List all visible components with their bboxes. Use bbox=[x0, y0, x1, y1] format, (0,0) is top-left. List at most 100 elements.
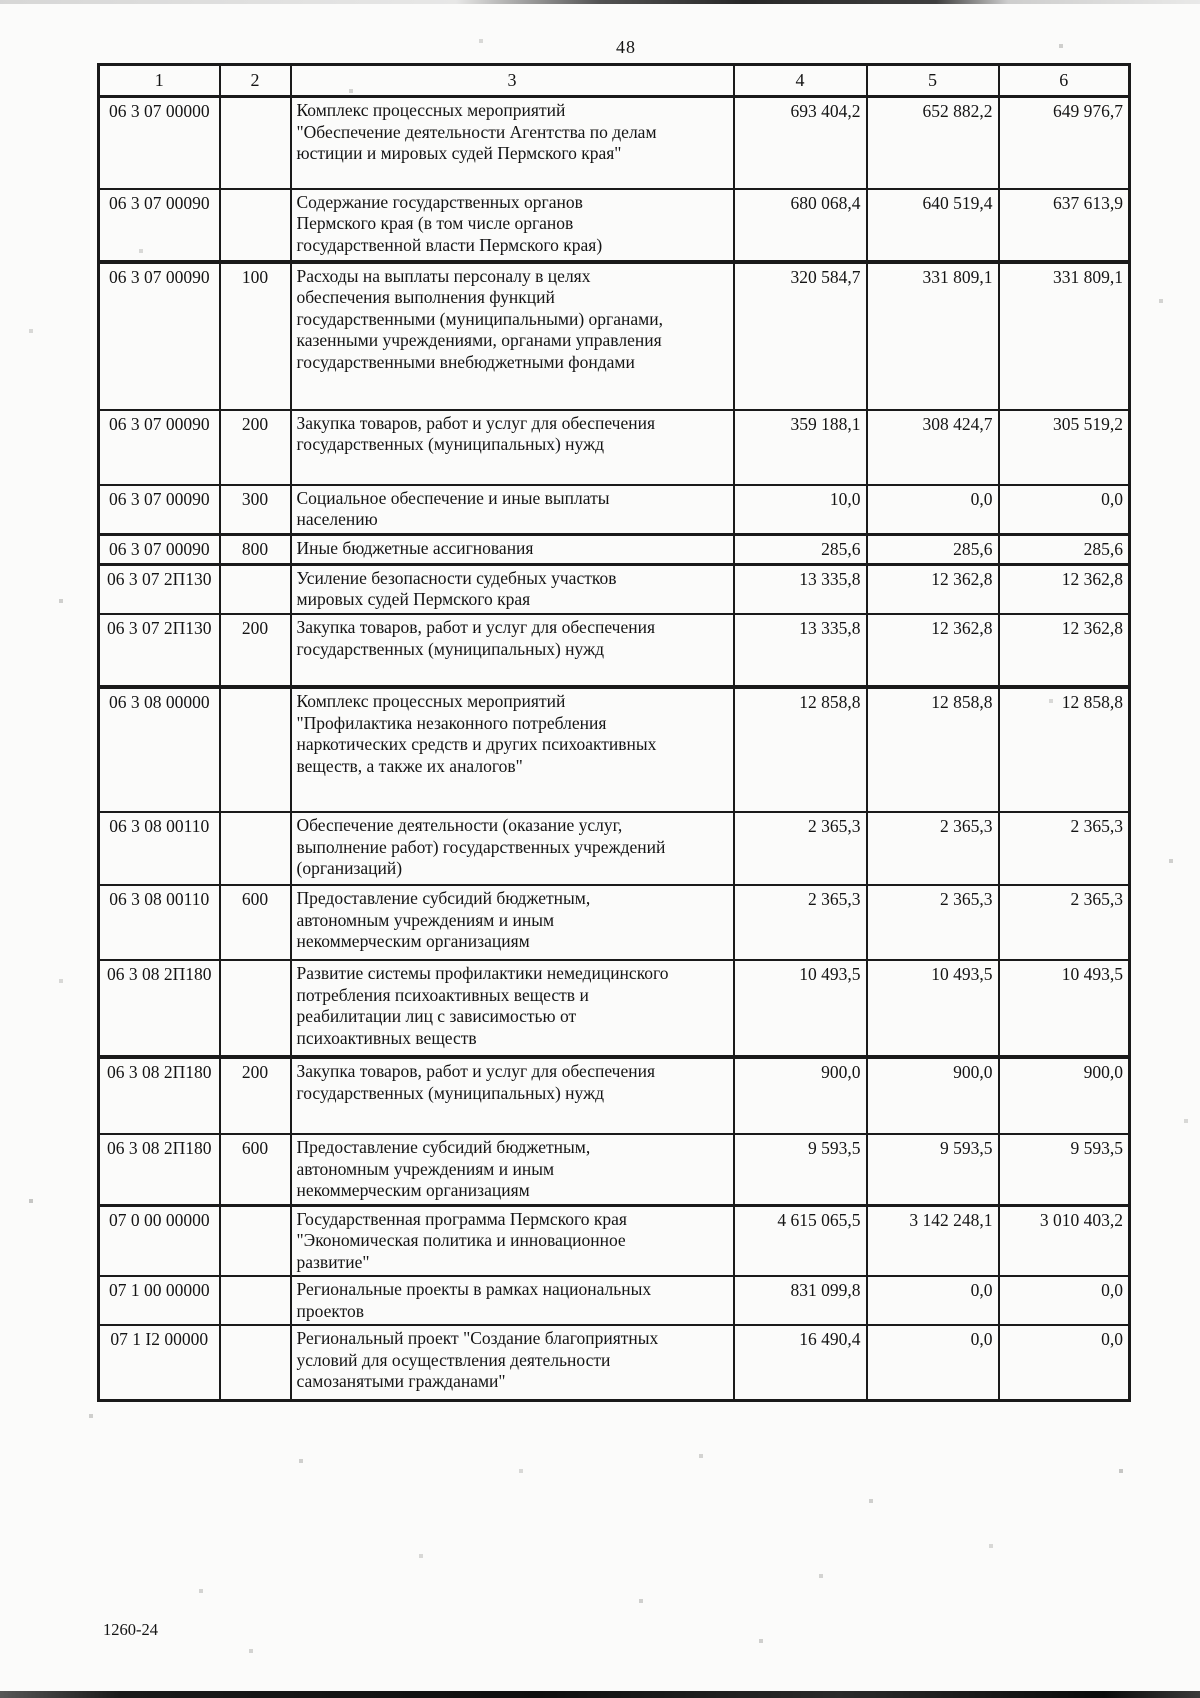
table-row: 06 3 08 00110 Обеспечение деятельности (о… bbox=[97, 811, 1131, 886]
code-cell: 06 3 08 00110 bbox=[97, 884, 221, 961]
group-cell: 300 bbox=[218, 483, 292, 536]
name-cell: Усиление безопасности судебных участков … bbox=[289, 562, 735, 615]
amount-cell-6: 12 362,8 bbox=[997, 562, 1131, 615]
group-cell bbox=[218, 562, 292, 615]
column-number-header: 5 bbox=[865, 63, 1000, 98]
amount-cell-5: 12 858,8 bbox=[865, 685, 1000, 813]
amount-cell-4: 16 490,4 bbox=[732, 1324, 868, 1401]
table-row: 06 3 07 2П130 Усиление безопасности судеб… bbox=[97, 562, 1131, 615]
table-row: 06 3 07 00090 300 Социальное обеспечение и… bbox=[97, 483, 1131, 536]
amount-cell-6: 285,6 bbox=[997, 533, 1131, 565]
table-row: 07 1 00 00000 Региональные проекты в рамк… bbox=[97, 1275, 1131, 1326]
amount-cell-5: 331 809,1 bbox=[865, 259, 1000, 411]
group-cell: 800 bbox=[218, 533, 292, 565]
table-row: 06 3 07 00090 800 Иные бюджетные ассигнова… bbox=[97, 533, 1131, 565]
amount-cell-5: 12 362,8 bbox=[865, 613, 1000, 688]
column-number-header: 4 bbox=[732, 63, 868, 98]
name-cell: Развитие системы профилактики немедицинс… bbox=[289, 959, 735, 1058]
amount-cell-5: 9 593,5 bbox=[865, 1133, 1000, 1206]
group-cell: 100 bbox=[218, 259, 292, 411]
amount-cell-4: 359 188,1 bbox=[732, 408, 868, 486]
group-cell bbox=[218, 685, 292, 813]
name-cell: Закупка товаров, работ и услуг для обесп… bbox=[289, 613, 735, 688]
column-number-header: 2 bbox=[218, 63, 292, 98]
amount-cell-4: 4 615 065,5 bbox=[732, 1203, 868, 1277]
amount-cell-4: 13 335,8 bbox=[732, 613, 868, 688]
code-cell: 07 1 00 00000 bbox=[97, 1275, 221, 1326]
table-row: 06 3 08 00110 600 Предоставление субсидий … bbox=[97, 884, 1131, 961]
code-cell: 07 1 I2 00000 bbox=[97, 1324, 221, 1401]
name-cell: Социальное обеспечение и иные выплаты на… bbox=[289, 483, 735, 536]
table-row: 06 3 07 00000 Комплекс процессных меропри… bbox=[97, 95, 1131, 190]
name-cell: Закупка товаров, работ и услуг для обесп… bbox=[289, 1055, 735, 1135]
code-cell: 06 3 07 00000 bbox=[97, 95, 221, 190]
code-cell: 06 3 07 00090 bbox=[97, 187, 221, 263]
code-cell: 06 3 07 2П130 bbox=[97, 562, 221, 615]
amount-cell-6: 12 362,8 bbox=[997, 613, 1131, 688]
column-number-header: 1 bbox=[97, 63, 221, 98]
amount-cell-5: 3 142 248,1 bbox=[865, 1203, 1000, 1277]
group-cell bbox=[218, 811, 292, 886]
amount-cell-4: 900,0 bbox=[732, 1055, 868, 1135]
table-row: 06 3 07 00090 100 Расходы на выплаты персо… bbox=[97, 259, 1131, 411]
code-cell: 06 3 08 00000 bbox=[97, 685, 221, 813]
amount-cell-6: 12 858,8 bbox=[997, 685, 1131, 813]
name-cell: Региональный проект "Создание благоприят… bbox=[289, 1324, 735, 1401]
name-cell: Комплекс процессных мероприятий "Профила… bbox=[289, 685, 735, 813]
amount-cell-6: 0,0 bbox=[997, 483, 1131, 536]
doc-code: 1260-24 bbox=[103, 1620, 158, 1639]
code-cell: 06 3 07 00090 bbox=[97, 408, 221, 486]
group-cell: 200 bbox=[218, 613, 292, 688]
group-cell bbox=[218, 187, 292, 263]
code-cell: 06 3 07 00090 bbox=[97, 259, 221, 411]
amount-cell-5: 308 424,7 bbox=[865, 408, 1000, 486]
code-cell: 06 3 08 2П180 bbox=[97, 1055, 221, 1135]
amount-cell-6: 2 365,3 bbox=[997, 811, 1131, 886]
group-cell: 600 bbox=[218, 884, 292, 961]
amount-cell-4: 693 404,2 bbox=[732, 95, 868, 190]
amount-cell-5: 640 519,4 bbox=[865, 187, 1000, 263]
amount-cell-4: 320 584,7 bbox=[732, 259, 868, 411]
amount-cell-6: 0,0 bbox=[997, 1275, 1131, 1326]
name-cell: Предоставление субсидий бюджетным, автон… bbox=[289, 884, 735, 961]
scan-edge-bottom bbox=[0, 1691, 1200, 1698]
amount-cell-4: 285,6 bbox=[732, 533, 868, 565]
amount-cell-6: 0,0 bbox=[997, 1324, 1131, 1401]
amount-cell-5: 0,0 bbox=[865, 483, 1000, 536]
group-cell: 200 bbox=[218, 408, 292, 486]
amount-cell-4: 13 335,8 bbox=[732, 562, 868, 615]
column-number-header: 3 bbox=[289, 63, 735, 98]
amount-cell-6: 649 976,7 bbox=[997, 95, 1131, 190]
table-row: 06 3 08 2П180 200 Закупка товаров, работ и… bbox=[97, 1055, 1131, 1135]
group-cell bbox=[218, 95, 292, 190]
amount-cell-5: 10 493,5 bbox=[865, 959, 1000, 1058]
column-number-header: 6 bbox=[997, 63, 1131, 98]
amount-cell-5: 2 365,3 bbox=[865, 884, 1000, 961]
amount-cell-6: 900,0 bbox=[997, 1055, 1131, 1135]
table-row: 06 3 07 2П130 200 Закупка товаров, работ и… bbox=[97, 613, 1131, 688]
amount-cell-6: 3 010 403,2 bbox=[997, 1203, 1131, 1277]
group-cell: 200 bbox=[218, 1055, 292, 1135]
scan-noise bbox=[0, 0, 2, 2]
group-cell: 600 bbox=[218, 1133, 292, 1206]
table-row: 07 1 I2 00000 Региональный проект "Создан… bbox=[97, 1324, 1131, 1401]
page-number: 48 bbox=[616, 37, 636, 57]
name-cell: Расходы на выплаты персоналу в целях обе… bbox=[289, 259, 735, 411]
code-cell: 06 3 08 2П180 bbox=[97, 959, 221, 1058]
amount-cell-5: 652 882,2 bbox=[865, 95, 1000, 190]
code-cell: 06 3 07 2П130 bbox=[97, 613, 221, 688]
amount-cell-4: 2 365,3 bbox=[732, 811, 868, 886]
amount-cell-5: 12 362,8 bbox=[865, 562, 1000, 615]
amount-cell-4: 2 365,3 bbox=[732, 884, 868, 961]
amount-cell-5: 900,0 bbox=[865, 1055, 1000, 1135]
amount-cell-5: 0,0 bbox=[865, 1324, 1000, 1401]
group-cell bbox=[218, 1203, 292, 1277]
amount-cell-4: 831 099,8 bbox=[732, 1275, 868, 1326]
code-cell: 07 0 00 00000 bbox=[97, 1203, 221, 1277]
group-cell bbox=[218, 959, 292, 1058]
code-cell: 06 3 08 00110 bbox=[97, 811, 221, 886]
amount-cell-6: 305 519,2 bbox=[997, 408, 1131, 486]
name-cell: Региональные проекты в рамках национальн… bbox=[289, 1275, 735, 1326]
name-cell: Закупка товаров, работ и услуг для обесп… bbox=[289, 408, 735, 486]
